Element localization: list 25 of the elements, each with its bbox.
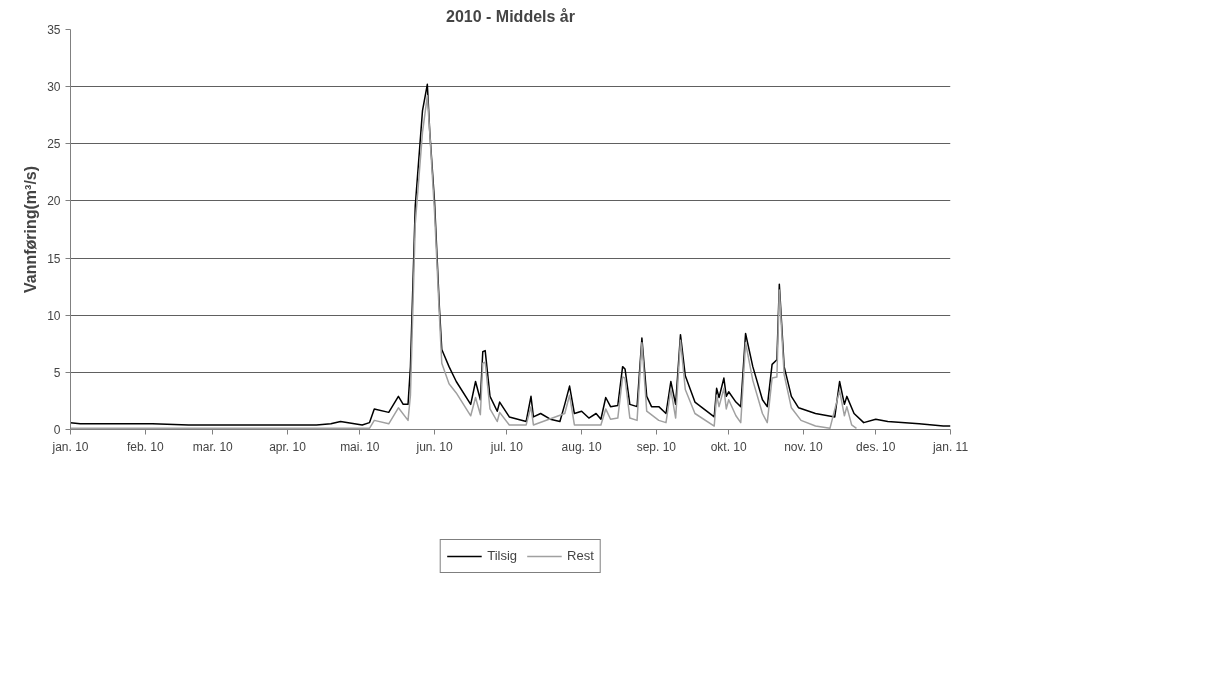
x-tick-label: jan. 11: [931, 439, 969, 454]
y-tick-label: 5: [53, 365, 61, 380]
y-tick-label: 35: [47, 23, 61, 37]
x-tick-label: jul. 10: [489, 439, 524, 454]
legend-label: Tilsig: [487, 548, 518, 563]
y-tick-label: 20: [47, 194, 61, 209]
y-tick-label: 15: [47, 251, 61, 266]
x-tick-label: jan. 10: [51, 439, 89, 454]
x-tick-label: jun. 10: [415, 439, 453, 454]
x-tick-label: nov. 10: [784, 439, 823, 454]
x-tick-label: sep. 10: [636, 439, 677, 454]
y-tick-label: 30: [47, 80, 61, 95]
x-tick-label: apr. 10: [269, 439, 307, 454]
chart-title: 2010 - Middels år: [446, 7, 575, 25]
legend-label: Rest: [567, 548, 594, 563]
y-tick-label: 0: [53, 423, 61, 437]
x-tick-label: mar. 10: [192, 439, 234, 454]
x-tick-label: aug. 10: [561, 439, 602, 454]
y-axis-title: Vannføring(m³/s): [22, 165, 40, 294]
x-tick-label: des. 10: [856, 439, 896, 454]
y-tick-label: 10: [47, 308, 61, 323]
x-tick-label: feb. 10: [126, 439, 164, 454]
x-tick-label: mai. 10: [340, 439, 380, 454]
y-tick-label: 25: [47, 137, 61, 152]
x-tick-label: okt. 10: [710, 439, 748, 454]
